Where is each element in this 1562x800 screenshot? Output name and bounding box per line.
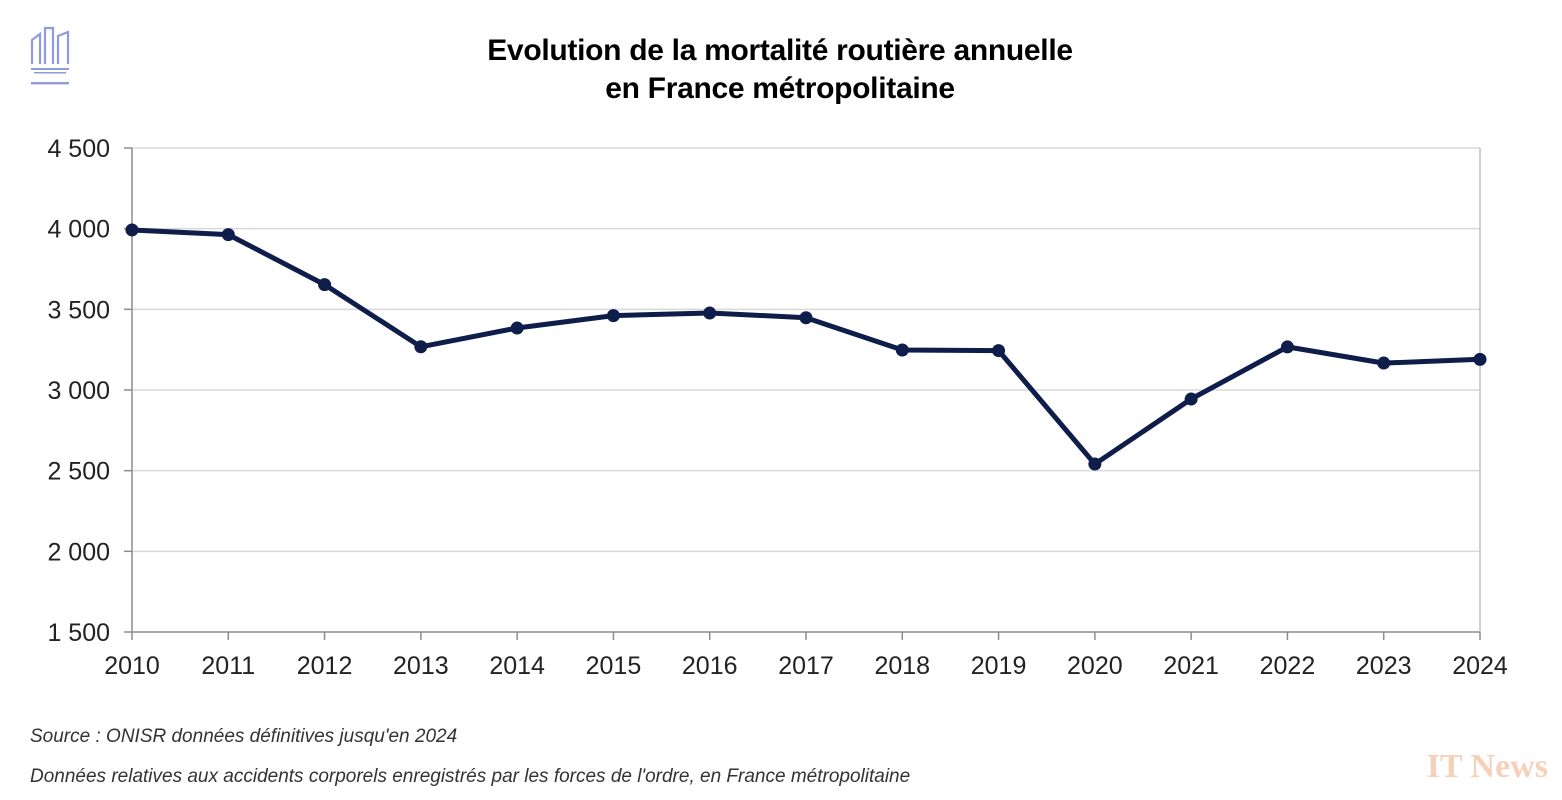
- data-point-2020: [1088, 457, 1102, 471]
- data-point-2010: [125, 223, 139, 237]
- data-point-2019: [992, 344, 1006, 358]
- source-note: Source : ONISR données définitives jusqu…: [30, 726, 458, 747]
- y-tick-label: 1 500: [47, 619, 110, 647]
- x-tick-label: 2014: [489, 652, 545, 680]
- series-line: [129, 227, 1483, 467]
- data-point-2015: [606, 309, 620, 323]
- x-tick-label: 2013: [393, 652, 449, 680]
- x-tick-label: 2017: [778, 652, 834, 680]
- data-point-2016: [703, 306, 717, 320]
- y-tick-label: 4 000: [47, 216, 110, 244]
- chart-title-line-2: en France métropolitaine: [605, 72, 955, 105]
- x-tick-label: 2010: [104, 652, 160, 680]
- statistique-publique-logo-icon: [30, 26, 70, 85]
- data-point-2024: [1473, 352, 1487, 366]
- y-tick-label: 3 500: [47, 296, 110, 324]
- it-news-watermark: IT News: [1426, 748, 1548, 785]
- data-point-2022: [1280, 340, 1294, 354]
- y-tick-label: 3 000: [47, 377, 110, 405]
- x-tick-label: 2023: [1356, 652, 1412, 680]
- data-point-2012: [318, 278, 332, 292]
- data-point-2014: [510, 321, 524, 335]
- x-tick-label: 2011: [201, 652, 255, 680]
- y-tick-label: 2 000: [47, 538, 110, 566]
- data-point-2023: [1377, 356, 1391, 370]
- x-tick-label: 2015: [586, 652, 642, 680]
- line-chart: 1 500 2 000 2 500 3 000 3 500 4 000 4 500 2010 2…: [47, 135, 1507, 680]
- data-point-2021: [1184, 392, 1198, 406]
- data-point-2017: [799, 311, 813, 325]
- x-tick-label: 2012: [297, 652, 353, 680]
- series-line-layer: [129, 227, 1483, 467]
- axis-layer: [124, 147, 1481, 640]
- x-tick-label: 2018: [874, 652, 930, 680]
- x-tick-label: 2024: [1452, 652, 1508, 680]
- chart-title: Evolution de la mortalité routière annue…: [330, 32, 1230, 108]
- y-tick-label: 2 500: [47, 458, 110, 486]
- x-tick-label: 2022: [1260, 652, 1316, 680]
- data-point-2011: [221, 228, 235, 242]
- x-tick-label: 2016: [682, 652, 738, 680]
- tick-labels-layer: 1 500 2 000 2 500 3 000 3 500 4 000 4 500 2010 2…: [47, 135, 1507, 680]
- data-point-2013: [414, 340, 428, 354]
- x-tick-label: 2019: [971, 652, 1027, 680]
- x-tick-label: 2020: [1067, 652, 1123, 680]
- x-tick-label: 2021: [1163, 652, 1219, 680]
- data-point-2018: [895, 343, 909, 357]
- data-points-layer: [125, 223, 1487, 471]
- y-tick-label: 4 500: [47, 135, 110, 163]
- grid-layer: [132, 147, 1480, 553]
- chart-title-line-1: Evolution de la mortalité routière annue…: [487, 34, 1073, 67]
- scope-note: Données relatives aux accidents corporel…: [30, 766, 911, 787]
